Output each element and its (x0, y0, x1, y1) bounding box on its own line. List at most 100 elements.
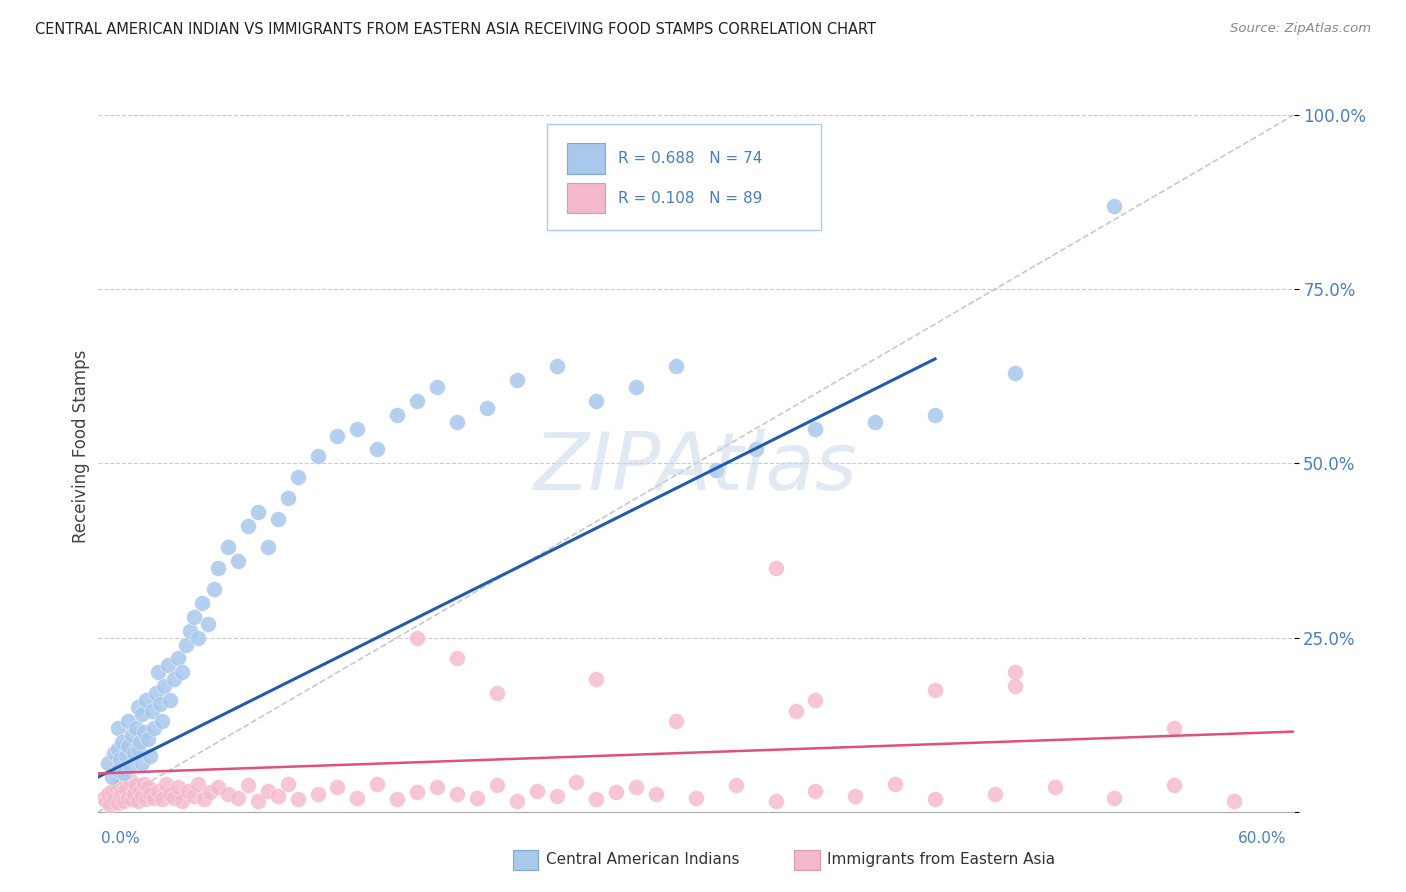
Point (97, 787, 120, 801)
Point (1004, 665, 1026, 680)
Point (202, 582, 225, 596)
Point (163, 673, 186, 687)
Point (163, 790, 186, 805)
Point (287, 470, 309, 484)
Point (804, 693, 827, 707)
Point (127, 742, 149, 756)
Point (217, 540, 239, 554)
Point (1104, 790, 1126, 805)
Point (103, 746, 125, 760)
Point (665, 359, 688, 373)
Point (131, 789, 153, 804)
Point (110, 789, 132, 804)
Point (226, 554, 249, 568)
Text: 0.0%: 0.0% (101, 831, 141, 846)
Point (236, 519, 259, 533)
Point (183, 609, 205, 624)
Point (665, 714, 688, 728)
Point (159, 693, 181, 707)
Point (97, 756, 120, 770)
Point (136, 731, 159, 746)
Point (804, 784, 827, 798)
Point (256, 540, 278, 554)
Point (153, 679, 176, 693)
Point (134, 724, 156, 739)
Point (121, 728, 143, 742)
Point (924, 408, 946, 422)
Text: Source: ZipAtlas.com: Source: ZipAtlas.com (1230, 22, 1371, 36)
Point (267, 789, 290, 804)
Point (546, 359, 568, 373)
Point (96, 794, 118, 808)
Point (183, 789, 205, 804)
Point (131, 707, 153, 722)
Point (115, 749, 138, 764)
Text: R = 0.688   N = 74: R = 0.688 N = 74 (619, 151, 762, 166)
Bar (567, 144, 605, 174)
Point (172, 665, 194, 680)
Point (346, 421, 368, 435)
Point (107, 742, 129, 756)
Point (148, 665, 170, 680)
Point (93, 790, 115, 805)
Y-axis label: Receiving Food Stamps: Receiving Food Stamps (72, 350, 90, 542)
Point (124, 787, 146, 801)
Point (125, 721, 148, 735)
Point (110, 752, 132, 766)
Point (724, 778, 747, 792)
Point (129, 735, 152, 749)
Point (167, 651, 190, 665)
Point (107, 721, 129, 735)
Point (207, 561, 229, 575)
Point (685, 790, 707, 805)
Point (145, 686, 167, 700)
Point (207, 780, 229, 795)
Point (143, 721, 166, 735)
Point (704, 463, 727, 477)
Point (127, 794, 149, 808)
Point (385, 408, 409, 422)
Point (246, 794, 269, 808)
Text: R = 0.108   N = 89: R = 0.108 N = 89 (619, 191, 762, 205)
Point (366, 442, 388, 457)
Point (141, 704, 163, 718)
Point (117, 790, 139, 805)
Point (226, 790, 249, 805)
Text: ZIPAtlas: ZIPAtlas (534, 429, 858, 507)
Text: Immigrants from Eastern Asia: Immigrants from Eastern Asia (827, 853, 1054, 867)
Point (111, 735, 134, 749)
Point (101, 784, 124, 798)
Point (446, 787, 468, 801)
Point (139, 787, 162, 801)
Point (385, 792, 409, 806)
Point (277, 777, 299, 791)
Point (446, 415, 468, 429)
Point (127, 700, 149, 714)
Point (446, 651, 468, 665)
Point (117, 714, 139, 728)
Point (105, 780, 128, 795)
Point (406, 631, 429, 645)
Point (167, 780, 190, 795)
Point (150, 792, 173, 806)
Point (277, 491, 299, 506)
Point (107, 763, 129, 777)
Point (193, 792, 215, 806)
Point (605, 785, 627, 799)
Point (174, 638, 197, 652)
Point (143, 790, 166, 805)
Point (177, 784, 200, 798)
Point (804, 421, 827, 435)
Point (745, 442, 768, 457)
Point (984, 787, 1007, 801)
Point (112, 794, 135, 808)
Point (506, 794, 529, 808)
Point (139, 749, 162, 764)
Point (406, 393, 429, 408)
Point (136, 780, 159, 795)
Point (626, 780, 648, 795)
Point (485, 686, 508, 700)
Point (120, 773, 142, 788)
Point (426, 380, 449, 394)
Bar (567, 183, 605, 213)
